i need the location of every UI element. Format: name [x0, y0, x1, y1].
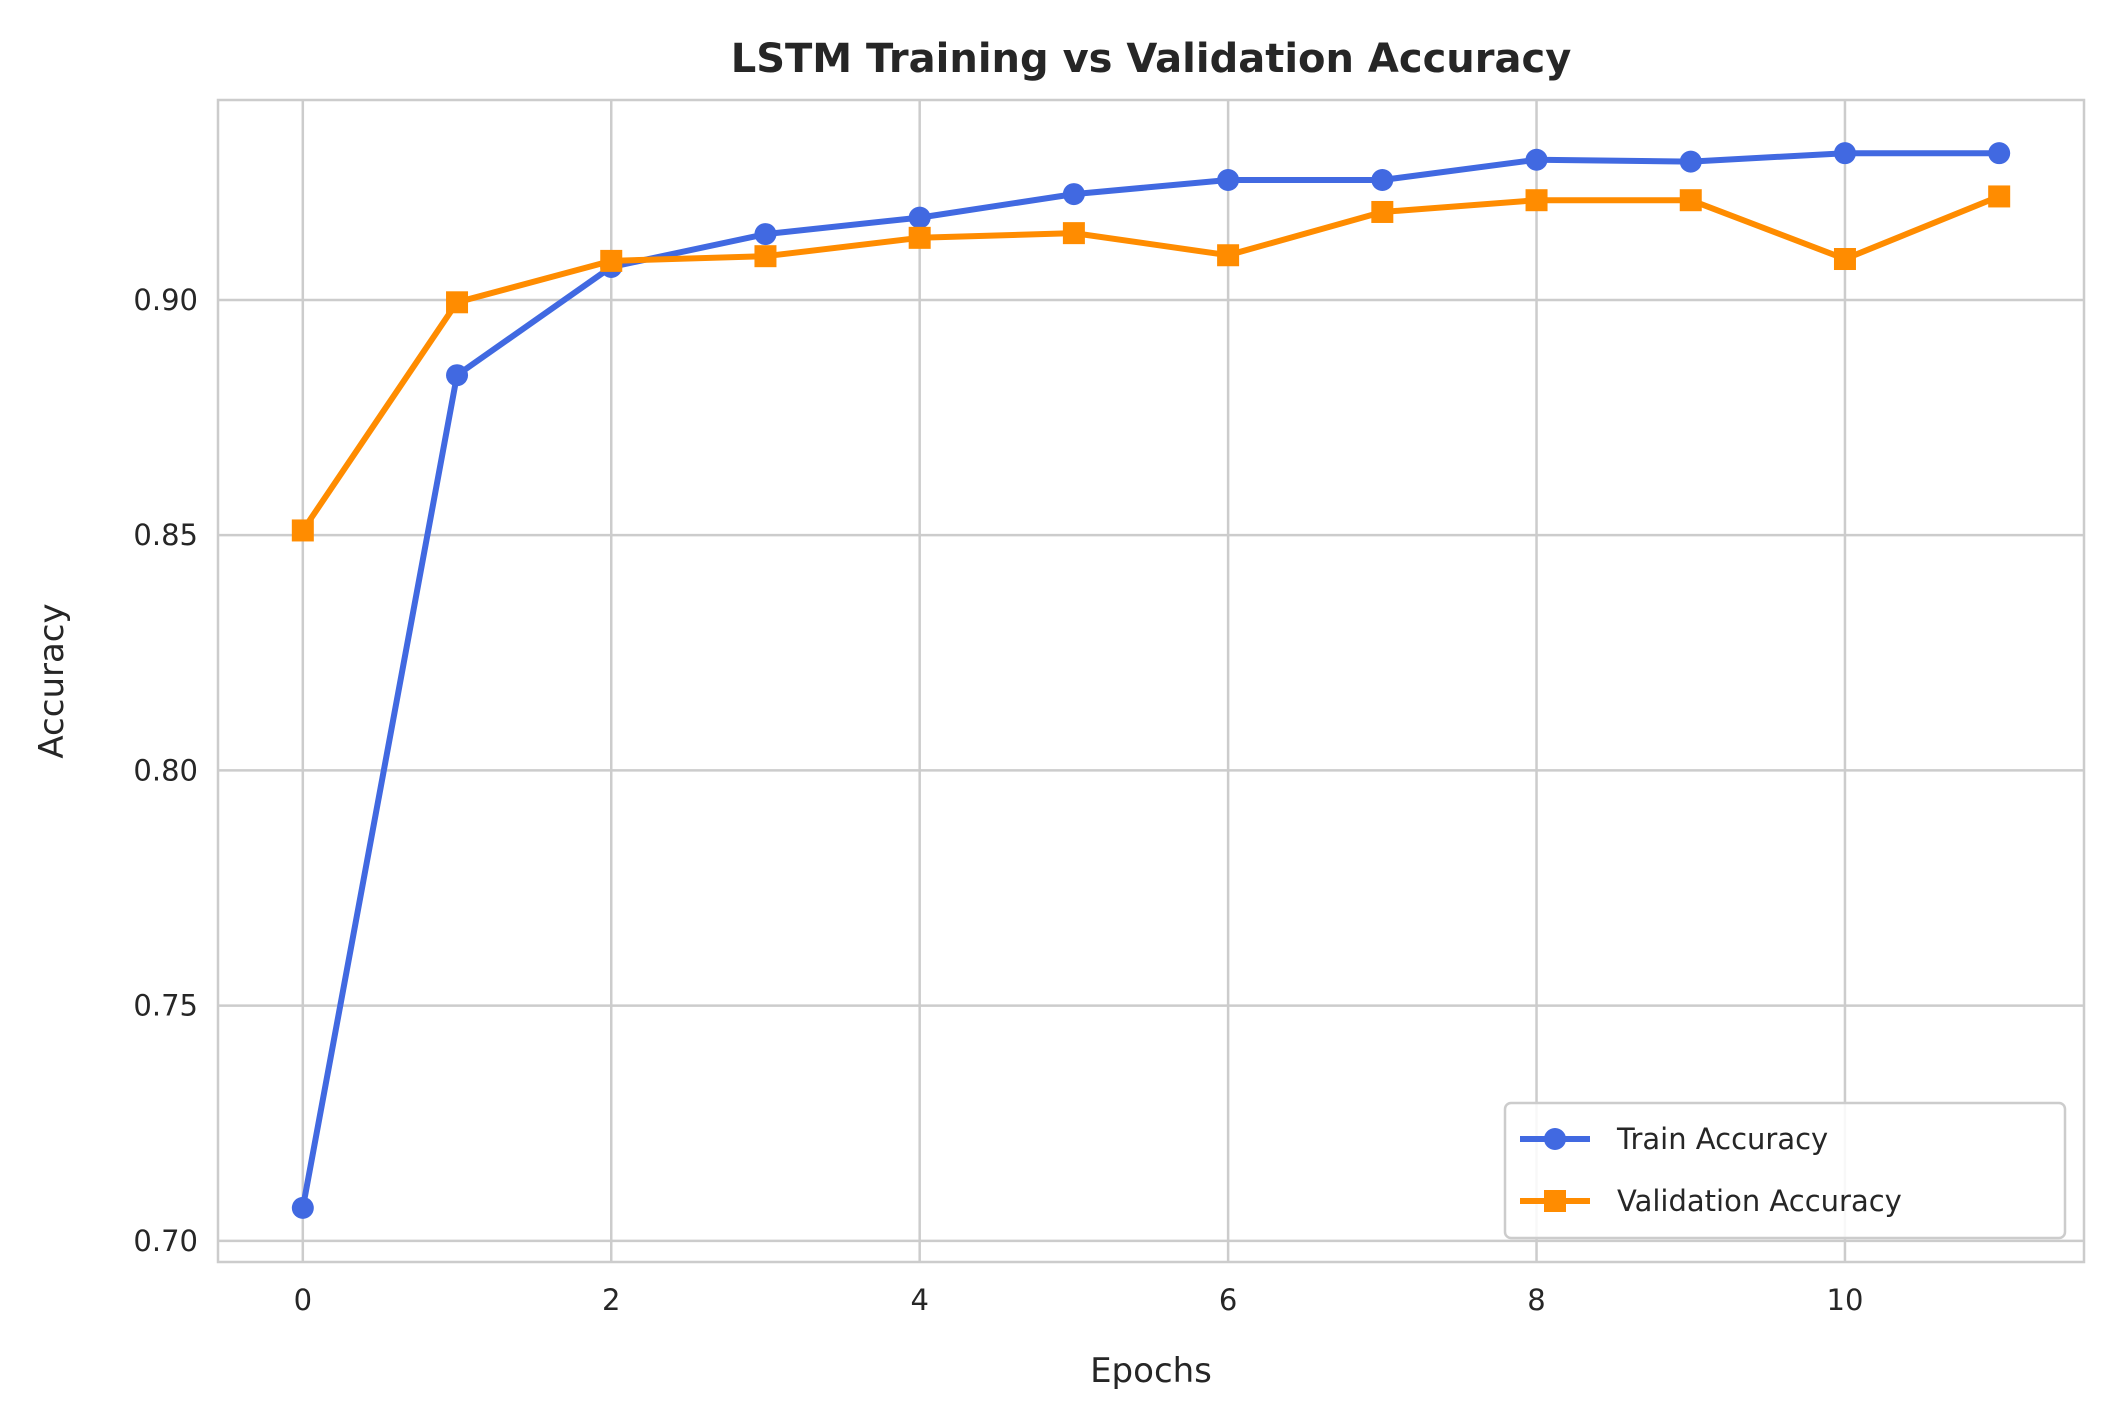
y-tick-label: 0.70 [133, 1224, 198, 1258]
data-point [908, 206, 931, 229]
legend: Train Accuracy Validation Accuracy [1503, 1101, 2067, 1240]
y-tick-label: 0.90 [133, 283, 198, 317]
data-point [1371, 200, 1394, 223]
data-point [1833, 142, 1856, 165]
plot-area-frame [216, 98, 2086, 1264]
data-point [600, 249, 623, 272]
data-point [291, 519, 314, 542]
data-point [1217, 244, 1240, 267]
y-tick-label: 0.85 [133, 518, 198, 552]
data-point [1525, 189, 1548, 212]
data-point [1062, 183, 1085, 206]
x-tick-label: 2 [602, 1283, 620, 1317]
grid [218, 100, 2084, 1262]
data-point [446, 291, 469, 314]
series-line [299, 193, 2003, 534]
y-tick-label: 0.80 [133, 753, 198, 787]
data-point [1833, 248, 1856, 271]
legend-marker [1544, 1128, 1566, 1150]
legend-label: Validation Accuracy [1617, 1184, 1902, 1218]
legend-item: Train Accuracy [1520, 1122, 1828, 1156]
legend-box [1503, 1101, 2067, 1240]
data-point [1988, 142, 2011, 165]
data-point [1217, 168, 1240, 191]
x-tick-label: 8 [1527, 1283, 1545, 1317]
x-axis-label: Epochs [1090, 1351, 1212, 1391]
y-axis-ticks: 0.70 0.75 0.80 0.85 0.90 [133, 283, 198, 1258]
chart-title: LSTM Training vs Validation Accuracy [731, 36, 1572, 82]
data-point [1679, 150, 1702, 173]
legend-marker [1544, 1190, 1566, 1212]
data-point [754, 223, 777, 246]
data-point [446, 364, 469, 387]
x-axis-ticks: 0 2 4 6 8 10 [294, 1283, 1864, 1317]
series-line [299, 150, 2003, 1211]
y-tick-label: 0.75 [133, 989, 198, 1023]
data-point [1679, 189, 1702, 212]
data-point [1371, 168, 1394, 191]
series-group [291, 142, 2011, 1219]
legend-item: Validation Accuracy [1520, 1184, 1902, 1218]
x-tick-label: 0 [294, 1283, 312, 1317]
data-point [1062, 222, 1085, 245]
legend-label: Train Accuracy [1616, 1122, 1828, 1156]
x-tick-label: 6 [1219, 1283, 1237, 1317]
x-tick-label: 4 [910, 1283, 928, 1317]
data-point [291, 1196, 314, 1219]
x-tick-label: 10 [1827, 1283, 1864, 1317]
y-axis-label: Accuracy [32, 603, 72, 758]
series-validation-accuracy [291, 185, 2011, 542]
data-point [754, 245, 777, 268]
data-point [908, 226, 931, 249]
data-point [1988, 185, 2011, 208]
data-point [1525, 148, 1548, 171]
